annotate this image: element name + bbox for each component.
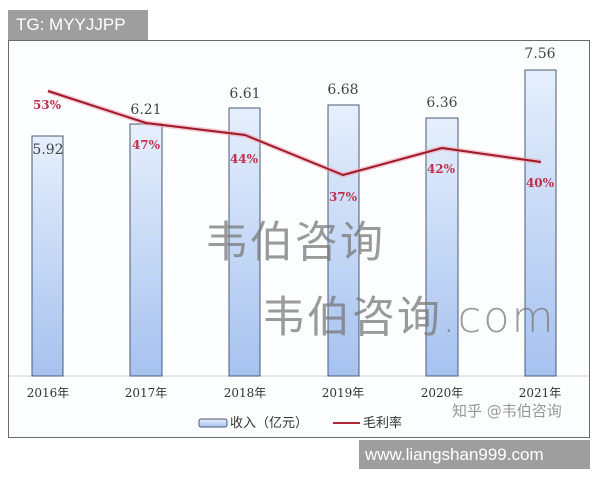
bar-value-label: 6.36 (426, 95, 458, 111)
margin-value-label: 37% (328, 190, 358, 204)
x-axis-label: 2018年 (223, 386, 267, 400)
margin-value-label: 40% (525, 176, 555, 190)
legend-bar-label: 收入（亿元） (230, 416, 309, 431)
legend-bar-swatch (198, 418, 228, 428)
x-axis-label: 2019年 (321, 386, 365, 400)
bar-value-label: 7.56 (524, 46, 556, 62)
bar-2021 (524, 69, 557, 377)
x-axis-label: 2017年 (124, 386, 168, 400)
bar-2018 (228, 107, 261, 377)
watermark-text: 韦伯咨询 (205, 218, 385, 268)
revenue-bars (31, 69, 557, 377)
bar-value-label: 6.21 (130, 102, 162, 118)
x-axis-label: 2020年 (420, 386, 464, 400)
bar-2017 (129, 123, 163, 377)
margin-value-label: 42% (426, 162, 456, 176)
chart-frame (8, 40, 590, 438)
bar-value-label: 5.92 (32, 142, 64, 158)
margin-value-label: 47% (131, 138, 161, 152)
margin-value-label: 53% (32, 98, 62, 112)
bottom-tag: www.liangshan999.com (359, 440, 590, 469)
zhihu-credit: 知乎 @韦伯咨询 (452, 402, 562, 420)
margin-value-label: 44% (229, 152, 259, 166)
bar-value-label: 6.61 (229, 86, 261, 102)
bar-value-label: 6.68 (327, 82, 359, 98)
x-axis-label: 2016年 (26, 386, 70, 400)
legend-line-label: 毛利率 (363, 416, 403, 431)
watermark-text-com: 韦伯咨询.com (262, 293, 556, 343)
x-axis-label: 2021年 (518, 386, 562, 400)
top-tag: TG: MYYJJPP (8, 10, 148, 40)
bar-2019 (327, 104, 360, 377)
gross-margin-line (47, 88, 542, 178)
bar-2020 (425, 117, 459, 377)
bar-2016 (31, 135, 64, 377)
